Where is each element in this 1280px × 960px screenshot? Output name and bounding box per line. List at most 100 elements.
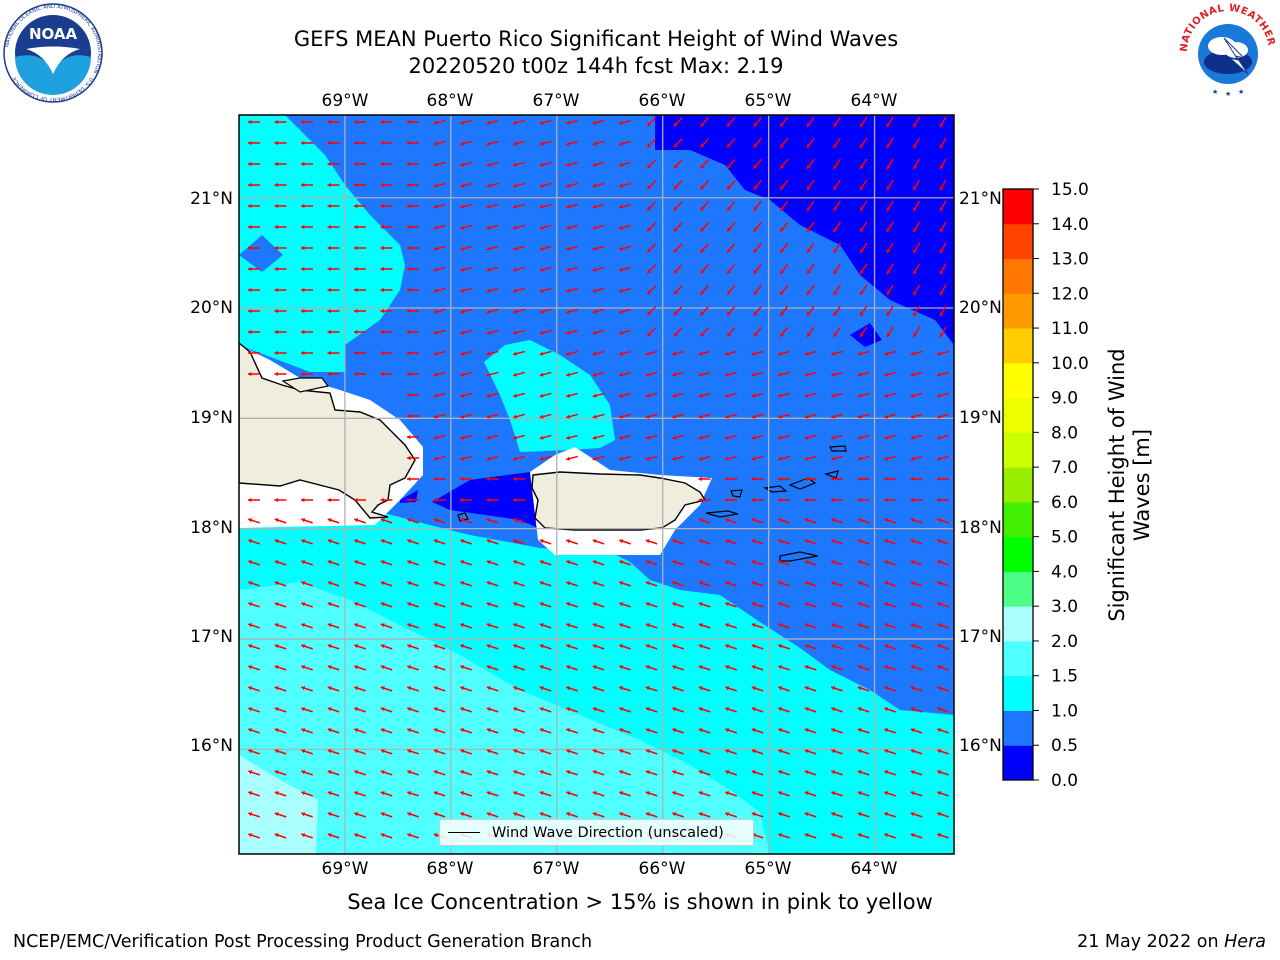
wind-wave-arrowhead xyxy=(354,119,358,125)
wind-wave-arrowhead xyxy=(513,288,518,293)
wind-wave-arrowhead xyxy=(884,623,889,628)
wind-wave-arrowhead xyxy=(539,309,544,314)
wind-wave-arrowhead xyxy=(407,119,411,125)
contour-2.0-3.0 xyxy=(239,755,318,854)
wind-wave-arrowhead xyxy=(753,332,758,337)
wind-wave-arrowhead xyxy=(619,602,624,607)
wind-wave-arrowhead xyxy=(937,414,942,419)
wind-wave-arrowhead xyxy=(910,644,915,649)
wind-wave-arrowhead xyxy=(831,539,836,544)
wind-wave-arrowhead xyxy=(380,581,385,586)
wind-wave-arrowhead xyxy=(433,833,438,838)
wind-wave-arrowhead xyxy=(433,539,438,544)
wind-wave-arrowhead xyxy=(645,602,650,607)
wind-wave-arrowhead xyxy=(804,749,809,754)
wind-wave-arrowhead xyxy=(301,686,306,691)
wind-wave-arrowhead xyxy=(910,728,915,733)
wind-wave-arrowhead xyxy=(778,560,783,565)
wind-wave-arrowhead xyxy=(486,330,491,335)
wind-wave-arrowhead xyxy=(513,330,518,335)
wind-wave-arrowhead xyxy=(327,665,332,670)
wind-wave-arrowhead xyxy=(539,267,544,272)
wind-wave-arrowhead xyxy=(672,539,677,544)
wind-wave-arrowhead xyxy=(857,602,862,607)
wind-wave-arrowhead xyxy=(433,288,438,293)
wind-wave-arrowhead xyxy=(566,812,571,817)
wind-wave-arrowhead xyxy=(460,665,465,670)
wind-wave-arrowhead xyxy=(566,623,571,628)
wind-wave-arrowhead xyxy=(884,435,889,440)
wind-wave-arrowhead xyxy=(380,287,384,293)
wind-wave-arrowhead xyxy=(460,162,465,167)
wind-wave-arrowhead xyxy=(672,393,677,398)
wind-wave-arrowhead xyxy=(274,623,279,628)
wind-wave-arrowhead xyxy=(380,518,385,523)
wind-wave-arrowhead xyxy=(513,707,518,712)
wind-wave-arrowhead xyxy=(804,435,809,440)
wind-wave-arrowhead xyxy=(672,560,677,565)
colorbar-segment xyxy=(1003,571,1033,607)
wind-wave-arrowhead xyxy=(460,309,465,314)
wind-wave-arrowhead xyxy=(274,602,279,607)
wind-wave-arrowhead xyxy=(327,707,332,712)
wind-wave-arrowhead xyxy=(380,119,384,125)
wind-wave-arrowhead xyxy=(910,812,915,817)
wind-wave-arrowhead xyxy=(513,560,518,565)
wind-wave-arrowhead xyxy=(778,749,783,754)
wind-wave-arrowhead xyxy=(831,497,835,503)
wind-wave-arrowhead xyxy=(884,581,889,586)
wind-wave-arrowhead xyxy=(673,227,678,232)
wind-wave-arrowhead xyxy=(672,414,677,419)
wind-wave-arrowhead xyxy=(539,665,544,670)
colorbar-segment xyxy=(1003,640,1033,677)
wind-wave-arrowhead xyxy=(937,728,942,733)
wind-wave-arrowhead xyxy=(380,728,385,733)
wind-wave-arrowhead xyxy=(910,707,915,712)
wind-wave-arrowhead xyxy=(592,644,597,649)
wind-wave-arrowhead xyxy=(831,581,836,586)
colorbar-segment xyxy=(1003,397,1033,433)
wind-wave-arrowhead xyxy=(327,497,331,503)
wind-wave-arrowhead xyxy=(860,290,864,295)
wind-wave-arrowhead xyxy=(937,560,942,565)
wind-wave-arrowhead xyxy=(513,686,518,691)
wind-wave-arrowhead xyxy=(672,665,677,670)
wind-wave-arrowhead xyxy=(698,393,703,398)
wind-wave-arrowhead xyxy=(301,560,306,565)
wind-wave-arrowhead xyxy=(407,770,412,775)
wind-wave-arrowhead xyxy=(592,812,597,817)
colorbar-tick-label: 0.5 xyxy=(1051,736,1078,756)
wind-wave-arrowhead xyxy=(700,227,705,232)
wind-wave-arrowhead xyxy=(913,165,917,170)
wind-wave-arrowhead xyxy=(407,749,412,754)
wind-wave-arrowhead xyxy=(780,143,785,148)
wind-wave-arrowhead xyxy=(301,308,305,314)
wind-wave-arrowhead xyxy=(539,162,544,167)
wind-wave-arrowhead xyxy=(698,476,702,482)
wind-wave-arrowhead xyxy=(486,351,491,356)
wind-wave-arrowhead xyxy=(673,269,678,274)
wind-wave-arrowhead xyxy=(380,140,384,146)
colorbar-segment xyxy=(1003,710,1033,746)
wind-wave-arrowhead xyxy=(486,791,491,796)
wind-wave-arrowhead xyxy=(860,164,864,169)
wind-wave-arrowhead xyxy=(698,456,703,461)
wind-wave-arrowhead xyxy=(460,393,465,398)
wind-wave-arrowhead xyxy=(460,435,465,440)
wind-wave-arrowhead xyxy=(380,686,385,691)
wind-wave-arrowhead xyxy=(831,623,836,628)
wind-wave-arrowhead xyxy=(645,707,650,712)
wind-wave-arrowhead xyxy=(566,414,571,419)
wind-wave-arrowhead xyxy=(857,581,862,586)
wind-wave-arrowhead xyxy=(645,728,650,733)
wind-wave-arrowhead xyxy=(274,833,279,838)
wind-wave-arrowhead xyxy=(407,455,411,461)
legend-label: Wind Wave Direction (unscaled) xyxy=(492,824,724,841)
wind-wave-arrowhead xyxy=(725,560,730,565)
wind-wave-arrowhead xyxy=(486,476,490,482)
wind-wave-arrowhead xyxy=(460,560,465,565)
wind-wave-arrowhead xyxy=(248,308,252,314)
wind-wave-arrowhead xyxy=(460,644,465,649)
wind-wave-arrowhead xyxy=(753,290,758,295)
footer-credit: NCEP/EMC/Verification Post Processing Pr… xyxy=(13,932,593,952)
